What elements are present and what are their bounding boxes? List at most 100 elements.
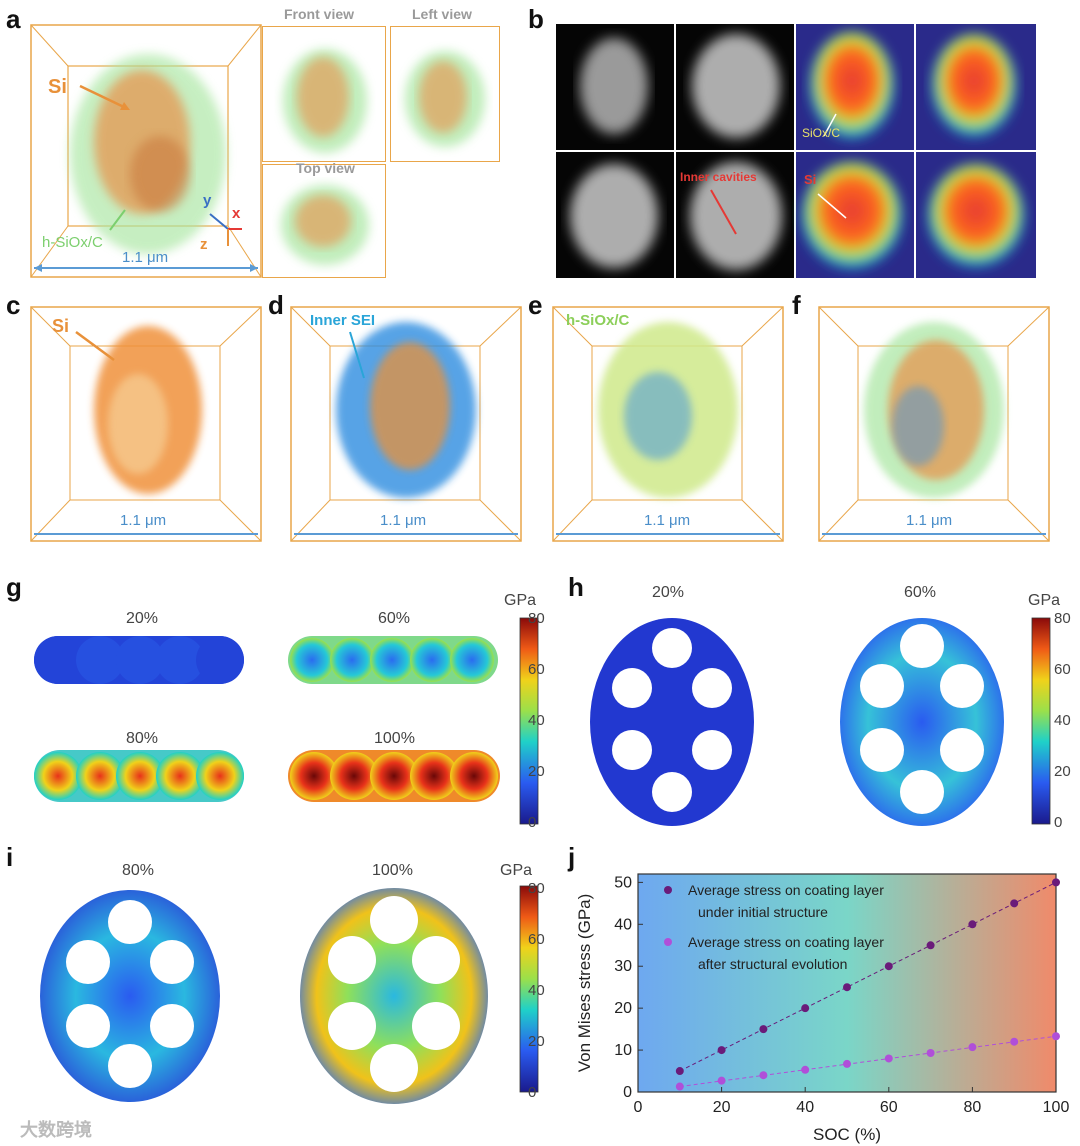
panel-f-3d-render xyxy=(818,306,1050,542)
panel-c-3d-render xyxy=(30,306,262,542)
panel-label-g: g xyxy=(6,572,22,602)
panel-label-j: j xyxy=(568,842,576,872)
panel-f-scale: 1.1 μm xyxy=(906,512,953,529)
panel-label-h: h xyxy=(568,572,584,602)
g-soc-20: 20% xyxy=(126,610,159,627)
panel-g-stress-maps xyxy=(34,617,539,825)
i-cbar-tick-80: 80 xyxy=(528,880,545,897)
panel-label-e: e xyxy=(528,290,543,320)
g-cbar-tick-60: 60 xyxy=(528,661,545,678)
g-soc-60: 60% xyxy=(378,610,411,627)
legend-entry-1-line-2: under initial structure xyxy=(698,904,828,920)
inner-cavities-label: Inner cavities xyxy=(680,170,757,184)
x-tick-label: 40 xyxy=(796,1099,814,1116)
series-2-trend-line xyxy=(679,1035,1057,1088)
y-tick-label: 0 xyxy=(623,1084,632,1101)
panel-label-b: b xyxy=(528,4,544,34)
panel-c-scale: 1.1 μm xyxy=(120,512,167,529)
panel-d-scale: 1.1 μm xyxy=(380,512,427,529)
g-soc-100: 100% xyxy=(374,730,415,747)
series-1-point xyxy=(801,1004,810,1013)
h-cbar-tick-80: 80 xyxy=(1054,610,1071,627)
legend-marker-1 xyxy=(664,886,672,894)
top-view-title: Top view xyxy=(296,160,355,176)
i-colorbar-unit: GPa xyxy=(500,862,533,879)
i-cbar-tick-20: 20 xyxy=(528,1033,545,1050)
inner-sei-label: Inner SEI xyxy=(310,312,376,329)
scale-bar-label: 1.1 μm xyxy=(122,249,169,266)
panel-label-i: i xyxy=(6,842,14,872)
front-view-box xyxy=(262,26,386,162)
series-1-point xyxy=(1052,878,1060,887)
panel-b-slices xyxy=(556,24,1036,278)
series-2-point xyxy=(843,1059,851,1068)
i-cbar-tick-60: 60 xyxy=(528,931,545,948)
series-2-point xyxy=(1052,1032,1060,1041)
series-2-point xyxy=(926,1049,935,1058)
series-2-point xyxy=(1010,1037,1019,1046)
g-cbar-tick-80: 80 xyxy=(528,610,545,627)
i-cbar-tick-0: 0 xyxy=(528,1084,537,1101)
panel-e-scale: 1.1 μm xyxy=(644,512,691,529)
y-tick-label: 10 xyxy=(614,1042,632,1059)
y-tick-label: 40 xyxy=(614,916,632,933)
x-tick-label: 20 xyxy=(713,1099,731,1116)
panel-e-coating-label: h-SiOx/C xyxy=(566,312,630,329)
series-2-point xyxy=(884,1054,893,1063)
series-2-point xyxy=(717,1076,726,1085)
series-2-point xyxy=(801,1065,810,1074)
panel-d-3d-render xyxy=(290,306,522,542)
front-view-title: Front view xyxy=(284,6,355,22)
legend-entry-2-line-2: after structural evolution xyxy=(698,956,847,972)
x-tick-label: 100 xyxy=(1043,1099,1070,1116)
x-tick-label: 80 xyxy=(964,1099,982,1116)
g-cbar-tick-0: 0 xyxy=(528,814,537,831)
i-soc-80: 80% xyxy=(122,862,155,879)
i-cbar-tick-40: 40 xyxy=(528,982,545,999)
plot-background xyxy=(637,873,1057,1093)
h-cbar-tick-40: 40 xyxy=(1054,712,1071,729)
y-tick-label: 50 xyxy=(614,874,632,891)
axis-x-label: x xyxy=(232,205,241,222)
left-view-box xyxy=(390,26,500,162)
coating-label: h-SiOx/C xyxy=(42,234,103,251)
h-soc-60: 60% xyxy=(904,584,937,601)
panel-label-c: c xyxy=(6,290,21,320)
panel-e-3d-render xyxy=(552,306,784,542)
series-2-point xyxy=(968,1043,977,1052)
x-tick-label: 60 xyxy=(880,1099,898,1116)
series-1-point xyxy=(884,962,893,971)
series-1-point xyxy=(759,1025,768,1034)
si-label-b: Si xyxy=(804,172,817,187)
g-cbar-tick-40: 40 xyxy=(528,712,545,729)
g-colorbar-unit: GPa xyxy=(504,592,537,609)
y-axis-label: Von Mises stress (GPa) xyxy=(575,894,594,1073)
panel-c-si-label: Si xyxy=(52,316,70,336)
panel-h-stress-maps xyxy=(590,617,1051,826)
series-1-point xyxy=(926,941,935,950)
series-1-point xyxy=(717,1046,726,1055)
h-colorbar-unit: GPa xyxy=(1028,592,1061,609)
legend-entry-1-line-1: Average stress on coating layer xyxy=(688,882,884,898)
series-2-point xyxy=(759,1071,768,1080)
siox-c-label: SiOx/C xyxy=(802,126,841,140)
series-1-point xyxy=(675,1067,684,1076)
x-tick-label: 0 xyxy=(634,1099,643,1116)
h-cbar-tick-20: 20 xyxy=(1054,763,1071,780)
panel-a-3d-render xyxy=(30,24,262,278)
series-1-point xyxy=(843,983,851,992)
h-cbar-tick-60: 60 xyxy=(1054,661,1071,678)
axis-z-label: z xyxy=(200,236,208,253)
h-soc-20: 20% xyxy=(652,584,685,601)
series-1-point xyxy=(1010,899,1019,908)
panel-label-f: f xyxy=(792,290,801,320)
i-soc-100: 100% xyxy=(372,862,413,879)
y-tick-label: 20 xyxy=(614,1000,632,1017)
y-tick-label: 30 xyxy=(614,958,632,975)
series-1-point xyxy=(968,920,977,929)
legend-entry-2-line-1: Average stress on coating layer xyxy=(688,934,884,950)
panel-j-chart: 0 20 40 60 80 100 0 10 20 30 40 50 Average stress o… xyxy=(575,873,1070,1144)
x-axis-label: SOC (%) xyxy=(813,1125,881,1144)
top-view-box xyxy=(262,164,386,278)
axis-y-label: y xyxy=(203,192,212,209)
